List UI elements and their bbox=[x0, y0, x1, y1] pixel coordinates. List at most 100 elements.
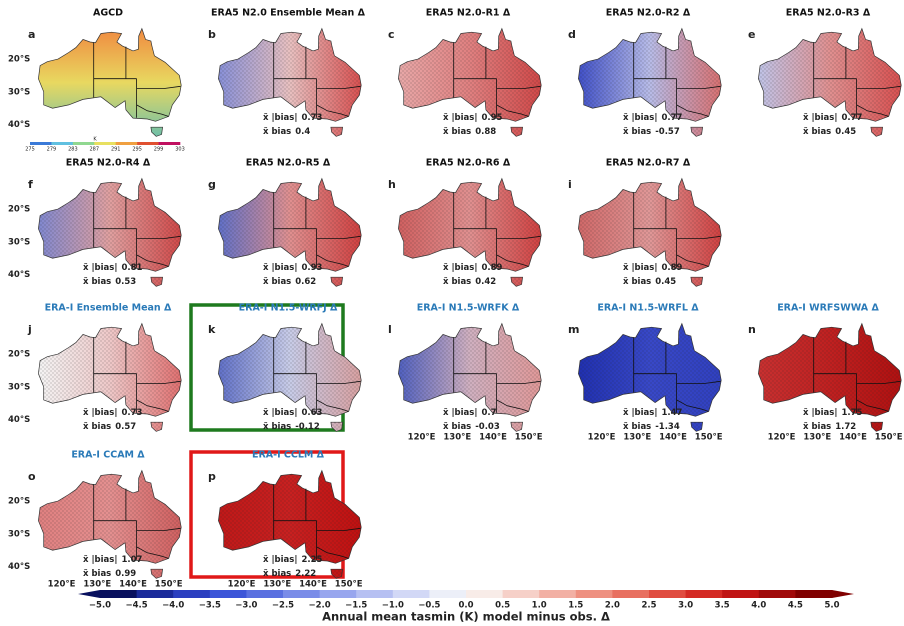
state-border bbox=[676, 235, 721, 239]
colorbar-tick: 4.5 bbox=[788, 601, 803, 611]
panel-letter: a bbox=[28, 28, 35, 41]
colorbar-segment bbox=[100, 590, 137, 598]
lon-label: 150°E bbox=[875, 433, 903, 443]
colorbar-segment bbox=[758, 590, 796, 598]
state-border bbox=[496, 235, 541, 239]
state-border bbox=[316, 399, 349, 412]
colorbar-segment bbox=[795, 590, 833, 598]
colorbar-segment bbox=[209, 590, 247, 598]
panel-title: ERA-I N1.5-WRFJ Δ bbox=[239, 303, 338, 314]
stat-value: 2.25 bbox=[301, 555, 322, 565]
stat-label: x̃ |bias| bbox=[83, 262, 117, 273]
panel-letter: o bbox=[28, 470, 36, 483]
agcd-colorbar-tick: 299 bbox=[154, 147, 164, 153]
panel-letter: h bbox=[388, 178, 396, 191]
lat-label: 20°S bbox=[8, 497, 30, 507]
colorbar-segment bbox=[429, 590, 467, 598]
stat-text: x̃ bias 0.42 bbox=[443, 276, 496, 287]
panel-letter: l bbox=[388, 323, 392, 336]
stat-value: 0.73 bbox=[301, 113, 322, 123]
state-border bbox=[316, 527, 361, 531]
stat-text: x̃ bias -1.34 bbox=[623, 421, 680, 432]
lon-label: 150°E bbox=[155, 580, 183, 590]
lat-label: 40°S bbox=[8, 415, 30, 425]
colorbar-tick: −3.5 bbox=[199, 601, 221, 611]
stat-text: x̃ bias 0.57 bbox=[83, 421, 136, 432]
agcd-colorbar-tick: 287 bbox=[90, 147, 100, 153]
colorbar-tick: 2.5 bbox=[641, 601, 656, 611]
panel-title: ERA-I WRFSWWA Δ bbox=[777, 303, 879, 314]
stat-text: x̃ bias 1.72 bbox=[803, 421, 856, 432]
panel-letter: e bbox=[748, 28, 755, 41]
stat-label: x̃ bias bbox=[443, 126, 471, 137]
stat-text: x̃ |bias| 1.75 bbox=[803, 407, 863, 418]
state-border bbox=[676, 380, 721, 384]
stat-value: 0.77 bbox=[841, 113, 862, 123]
colorbar-tick: 1.0 bbox=[532, 601, 547, 611]
stat-label: x̃ bias bbox=[263, 276, 291, 287]
lon-label: 130°E bbox=[623, 433, 651, 443]
colorbar-segment bbox=[685, 590, 723, 598]
state-border bbox=[136, 399, 169, 412]
colorbar-segment bbox=[246, 590, 284, 598]
lon-label: 150°E bbox=[515, 433, 543, 443]
stat-text: x̃ bias 0.53 bbox=[83, 276, 136, 287]
lon-label: 150°E bbox=[335, 580, 363, 590]
stat-text: x̃ bias 0.45 bbox=[803, 126, 856, 137]
stat-text: x̃ bias 0.88 bbox=[443, 126, 496, 137]
stat-label: x̃ |bias| bbox=[263, 112, 297, 123]
stat-text: x̃ |bias| 1.47 bbox=[623, 407, 683, 418]
state-border bbox=[856, 380, 901, 384]
lon-label: 120°E bbox=[228, 580, 256, 590]
colorbar-tick: 3.5 bbox=[715, 601, 730, 611]
stat-value: 0.57 bbox=[115, 422, 136, 432]
stat-text: x̃ bias 0.99 bbox=[83, 568, 136, 579]
agcd-colorbar-segment bbox=[94, 142, 117, 145]
agcd-colorbar-segment bbox=[115, 142, 138, 145]
stat-value: 1.75 bbox=[841, 408, 862, 418]
stat-label: x̃ bias bbox=[263, 126, 291, 137]
stat-value: -0.12 bbox=[295, 422, 320, 432]
panel-letter: j bbox=[27, 323, 32, 336]
lat-label: 40°S bbox=[8, 120, 30, 130]
stat-label: x̃ |bias| bbox=[83, 554, 117, 565]
lon-label: 130°E bbox=[83, 580, 111, 590]
stat-value: 0.88 bbox=[475, 127, 496, 137]
lat-label: 30°S bbox=[8, 382, 30, 392]
lon-label: 140°E bbox=[659, 433, 687, 443]
stat-label: x̃ bias bbox=[83, 276, 111, 287]
state-border bbox=[856, 104, 889, 117]
stat-value: 1.72 bbox=[835, 422, 856, 432]
panel-title: ERA-I CCLM Δ bbox=[252, 450, 325, 461]
state-border bbox=[496, 254, 529, 267]
stat-label: x̃ bias bbox=[803, 126, 831, 137]
colorbar-tick: −4.0 bbox=[162, 601, 184, 611]
stat-text: x̃ |bias| 0.81 bbox=[83, 262, 143, 273]
colorbar-tick: −0.5 bbox=[418, 601, 440, 611]
state-border bbox=[676, 254, 709, 267]
colorbar-segment bbox=[319, 590, 357, 598]
colorbar-segment bbox=[539, 590, 577, 598]
stat-value: 0.45 bbox=[835, 127, 856, 137]
panel-title: ERA-I N1.5-WRFK Δ bbox=[417, 303, 520, 314]
state-border bbox=[496, 380, 541, 384]
state-border bbox=[496, 85, 541, 89]
stat-label: x̃ bias bbox=[443, 276, 471, 287]
lon-label: 120°E bbox=[48, 580, 76, 590]
colorbar-tick: −2.5 bbox=[272, 601, 294, 611]
lat-label: 40°S bbox=[8, 270, 30, 280]
panel-title: ERA-I N1.5-WRFL Δ bbox=[597, 303, 699, 314]
state-border bbox=[316, 235, 361, 239]
stat-value: -0.57 bbox=[655, 127, 680, 137]
state-border bbox=[676, 85, 721, 89]
stat-value: -0.03 bbox=[475, 422, 500, 432]
stat-text: x̃ |bias| 1.07 bbox=[83, 554, 143, 565]
colorbar-tick: −1.0 bbox=[382, 601, 404, 611]
agcd-colorbar-segment bbox=[30, 142, 52, 145]
lon-label: 140°E bbox=[119, 580, 147, 590]
colorbar-segment bbox=[283, 590, 320, 598]
lon-label: 150°E bbox=[695, 433, 723, 443]
agcd-colorbar-tick: 275 bbox=[25, 147, 35, 153]
state-border bbox=[136, 527, 181, 531]
stat-value: 0.99 bbox=[115, 569, 136, 579]
